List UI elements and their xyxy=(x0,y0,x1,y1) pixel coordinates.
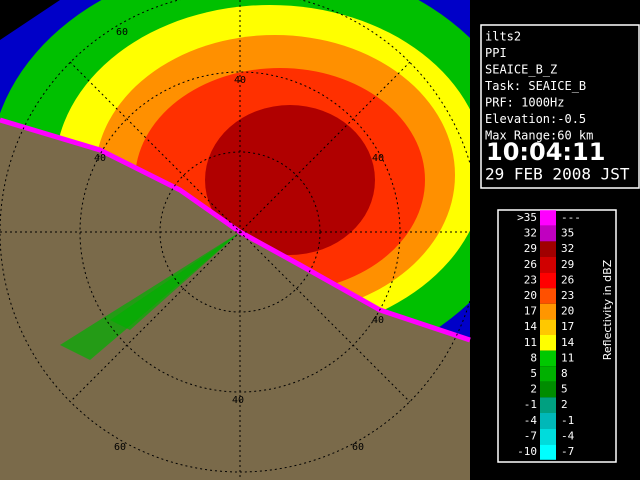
range-label: 60 xyxy=(116,27,128,38)
legend-low: -7 xyxy=(524,429,537,442)
legend-high: 8 xyxy=(561,367,568,380)
legend-low: 26 xyxy=(524,258,537,271)
legend-high: 11 xyxy=(561,351,574,364)
legend-high: --- xyxy=(561,211,581,224)
legend-high: 2 xyxy=(561,398,568,411)
info-line: Task: SEAICE_B xyxy=(485,79,586,93)
legend-low: 32 xyxy=(524,227,537,240)
legend-high: 20 xyxy=(561,305,574,318)
range-label: 40 xyxy=(232,395,244,406)
legend-high: 23 xyxy=(561,289,574,302)
legend-high: 32 xyxy=(561,242,574,255)
legend-title: Reflectivity in dBZ xyxy=(601,259,614,360)
info-line: Max Range:60 km xyxy=(485,129,593,143)
range-label: 60 xyxy=(114,442,126,453)
legend-swatch xyxy=(540,210,556,226)
date: 29 FEB 2008 JST xyxy=(485,165,630,184)
legend-swatch xyxy=(540,241,556,257)
legend-panel xyxy=(497,209,617,463)
time: 10:04:11 xyxy=(486,138,605,166)
legend-swatch xyxy=(540,397,556,413)
legend-swatch xyxy=(540,303,556,320)
legend-high: -4 xyxy=(561,429,575,442)
legend-swatch xyxy=(540,288,556,304)
range-label: 40 xyxy=(94,153,106,164)
info-line: SEAICE_B_Z xyxy=(485,63,557,77)
legend-low: 11 xyxy=(524,336,537,349)
legend-high: 29 xyxy=(561,258,574,271)
range-rings xyxy=(0,0,470,480)
radar-image xyxy=(0,0,471,480)
legend-high: 26 xyxy=(561,273,574,286)
info-line: ilts2 xyxy=(485,30,521,44)
legend-low: >35 xyxy=(517,211,537,224)
legend-high: 14 xyxy=(561,336,575,349)
legend-low: -1 xyxy=(524,398,537,411)
legend-high: -1 xyxy=(561,414,574,427)
info-line: PPI xyxy=(485,46,507,60)
range-label: 40 xyxy=(372,315,384,326)
legend-swatch xyxy=(540,257,556,273)
info-panel xyxy=(480,24,640,189)
range-label: 40 xyxy=(372,153,384,164)
legend-swatch xyxy=(540,381,556,398)
legend-low: 2 xyxy=(530,383,537,396)
legend-low: 14 xyxy=(524,320,538,333)
legend-low: 20 xyxy=(524,289,537,302)
legend-high: 17 xyxy=(561,320,574,333)
legend-swatch xyxy=(540,225,556,242)
legend-swatch xyxy=(540,413,556,429)
legend-swatch xyxy=(540,444,556,460)
info-line: Elevation:-0.5 xyxy=(485,112,586,126)
legend-high: -7 xyxy=(561,445,574,458)
legend-swatch xyxy=(540,272,556,289)
legend-low: 17 xyxy=(524,305,537,318)
legend-swatch xyxy=(540,366,556,382)
legend-low: 8 xyxy=(530,351,537,364)
range-label: 40 xyxy=(234,75,246,86)
legend-low: -10 xyxy=(517,445,537,458)
legend-low: -4 xyxy=(524,414,538,427)
legend-high: 5 xyxy=(561,383,568,396)
legend-swatch xyxy=(540,319,556,335)
range-label: 60 xyxy=(352,442,364,453)
legend-low: 5 xyxy=(530,367,537,380)
legend-low: 23 xyxy=(524,273,537,286)
legend-low: 29 xyxy=(524,242,537,255)
legend-swatch xyxy=(540,350,556,367)
legend-swatch xyxy=(540,335,556,351)
info-line: PRF: 1000Hz xyxy=(485,96,564,110)
legend-swatch xyxy=(540,428,556,445)
legend-high: 35 xyxy=(561,227,574,240)
